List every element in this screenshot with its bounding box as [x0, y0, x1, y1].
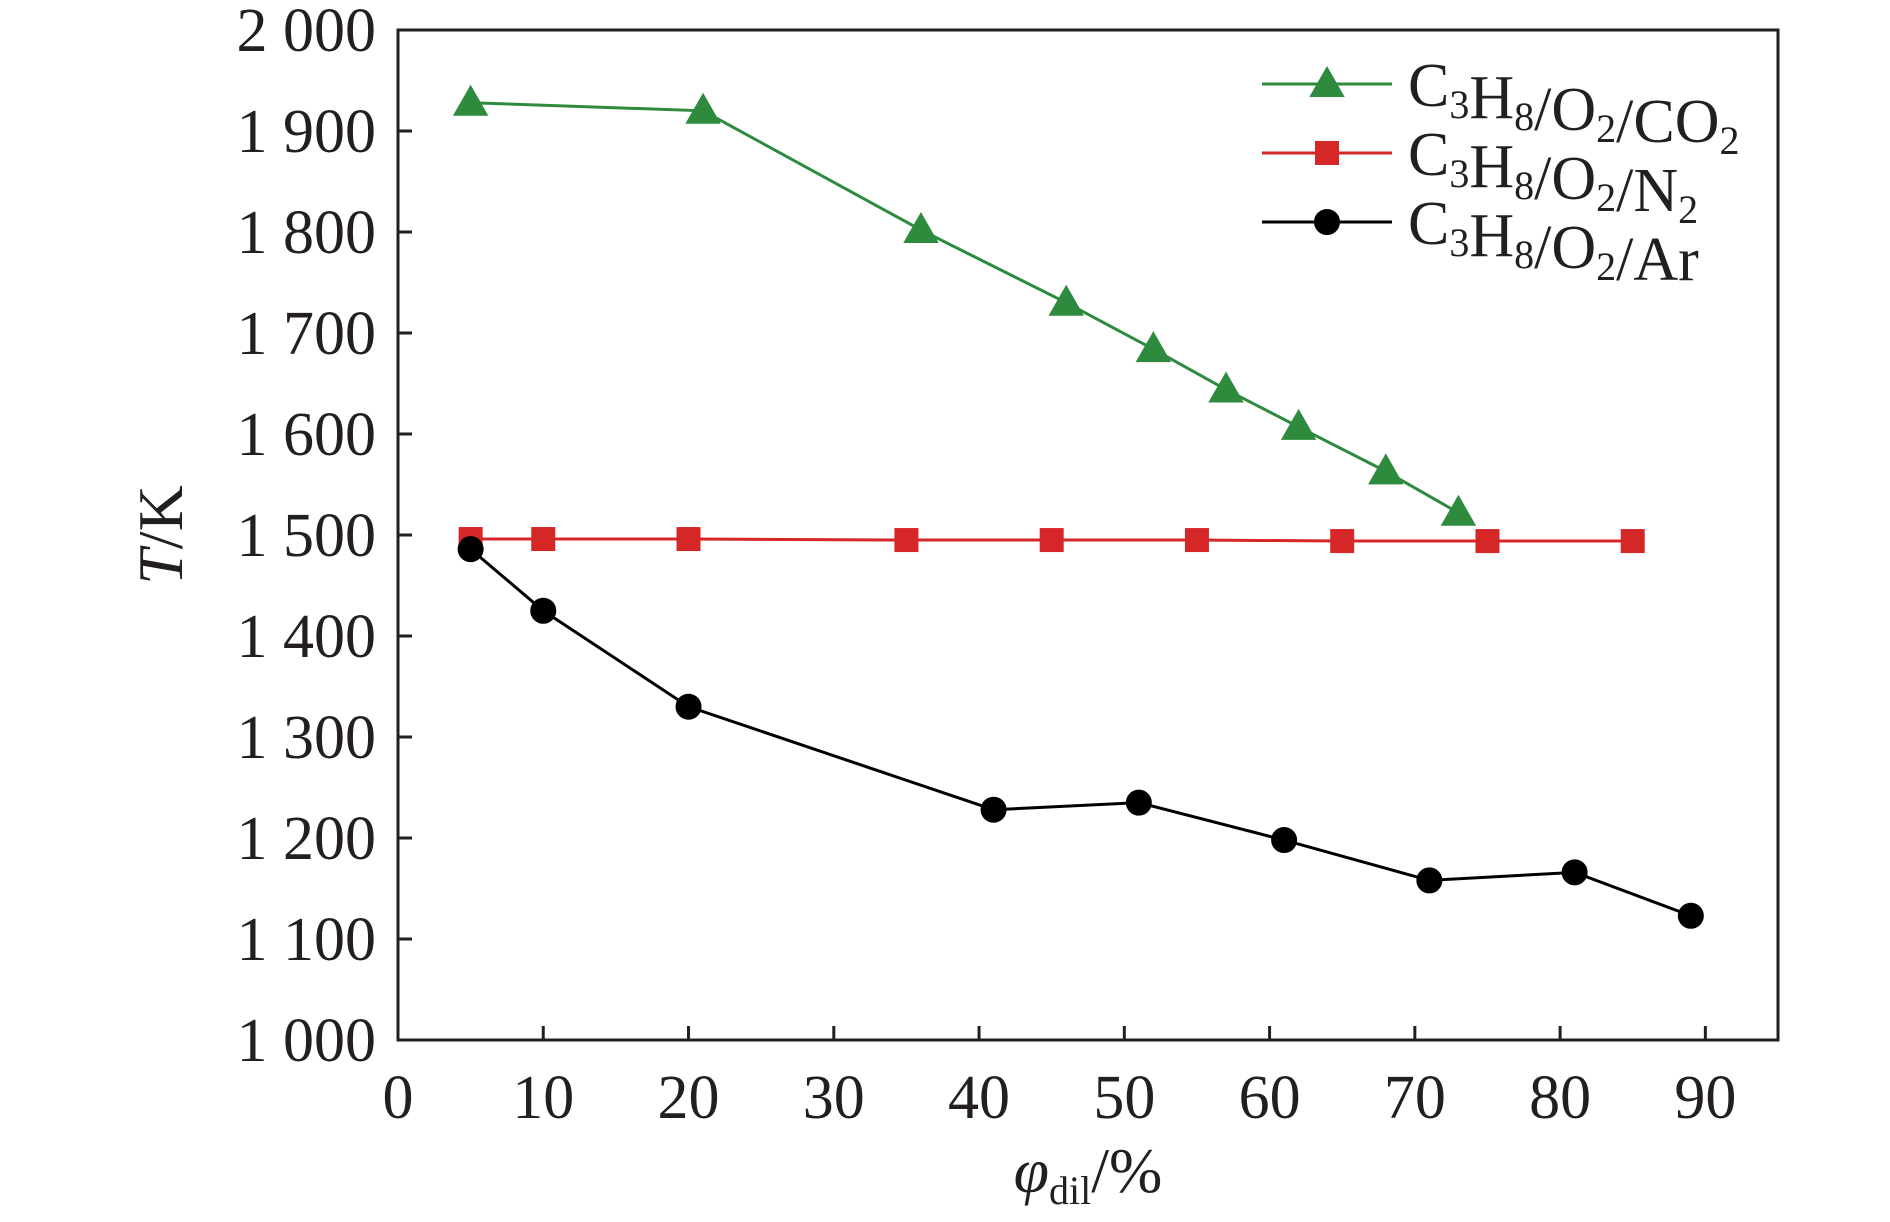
y-axis: 1 000 1 100 1 200 1 300 1 400 1 500 1 600 1 700…	[237, 0, 412, 1075]
data-point-n2	[1475, 529, 1500, 554]
data-point-ar	[1677, 902, 1704, 929]
data-point-ar	[980, 796, 1007, 823]
data-point-ar	[457, 536, 484, 563]
legend-label-co2: C3H8/O2/CO2	[1408, 52, 1740, 163]
legend-marker-square	[1315, 141, 1339, 165]
x-tick-label: 40	[948, 1064, 1010, 1132]
y-tick-label: 2 000	[237, 0, 377, 65]
y-tick-label: 1 300	[237, 704, 377, 772]
data-point-ar	[530, 597, 557, 624]
x-tick-label: 90	[1674, 1064, 1736, 1132]
x-tick-label: 60	[1239, 1064, 1301, 1132]
y-tick-label: 1 400	[237, 603, 377, 671]
series-ar	[457, 536, 1704, 929]
legend-marker-circle	[1314, 209, 1340, 235]
y-tick-label: 1 100	[237, 906, 377, 974]
data-point-ar	[1416, 867, 1443, 894]
y-tick-label: 1 700	[237, 300, 377, 368]
x-tick-label: 10	[512, 1064, 574, 1132]
data-point-ar	[1271, 827, 1298, 854]
x-tick-label: 20	[658, 1064, 720, 1132]
data-point-co2	[1280, 408, 1317, 440]
series-layer	[452, 84, 1704, 929]
x-axis-title: φdil/%	[1014, 1135, 1163, 1213]
data-point-n2	[1620, 529, 1645, 554]
x-axis: 0 10 20 30 40 50 60 70 80 90	[383, 1026, 1736, 1132]
x-axis-subscript: dil	[1049, 1168, 1091, 1213]
legend-item-co2: C3H8/O2/CO2	[1262, 52, 1740, 163]
y-axis-unit: /K	[125, 485, 196, 549]
x-tick-label: 0	[383, 1064, 414, 1132]
data-point-co2	[1208, 371, 1244, 403]
data-point-n2	[676, 527, 701, 552]
x-tick-label: 30	[803, 1064, 865, 1132]
data-point-co2	[1440, 494, 1477, 526]
data-point-ar	[1561, 859, 1588, 886]
x-axis-symbol: φ	[1014, 1135, 1049, 1206]
legend-marker-triangle	[1309, 65, 1345, 97]
series-co2	[452, 84, 1477, 526]
data-point-n2	[1330, 529, 1355, 554]
legend-item-n2: C3H8/O2/N2	[1262, 121, 1698, 232]
data-point-ar	[1125, 789, 1152, 816]
series-line-co2	[470, 101, 1460, 515]
data-point-co2	[1368, 453, 1404, 485]
data-point-ar	[675, 693, 702, 720]
legend-item-ar: C3H8/O2/Ar	[1262, 190, 1699, 294]
x-tick-label: 50	[1093, 1064, 1155, 1132]
data-point-co2	[685, 92, 721, 124]
data-point-co2	[1048, 284, 1084, 316]
x-tick-label: 70	[1384, 1064, 1446, 1132]
y-tick-label: 1 900	[237, 98, 377, 166]
y-tick-label: 1 500	[237, 502, 377, 570]
data-point-co2	[1135, 331, 1172, 363]
data-point-n2	[1184, 528, 1209, 553]
data-point-n2	[531, 527, 556, 552]
x-axis-unit: /%	[1091, 1135, 1162, 1206]
series-line-ar	[469, 547, 1692, 918]
data-point-n2	[894, 528, 919, 553]
y-axis-title: T/K	[125, 485, 196, 585]
y-tick-label: 1 200	[237, 805, 377, 873]
series-n2	[458, 527, 1645, 554]
legend-label-ar: C3H8/O2/Ar	[1408, 190, 1699, 294]
y-tick-label: 1 000	[237, 1007, 377, 1075]
x-tick-label: 80	[1529, 1064, 1591, 1132]
data-point-co2	[903, 211, 939, 243]
legend-label-n2: C3H8/O2/N2	[1408, 121, 1698, 232]
y-tick-label: 1 600	[237, 401, 377, 469]
data-point-n2	[1039, 528, 1064, 553]
y-axis-symbol: T	[125, 545, 196, 585]
data-point-co2	[452, 84, 489, 116]
y-tick-label: 1 800	[237, 199, 377, 267]
